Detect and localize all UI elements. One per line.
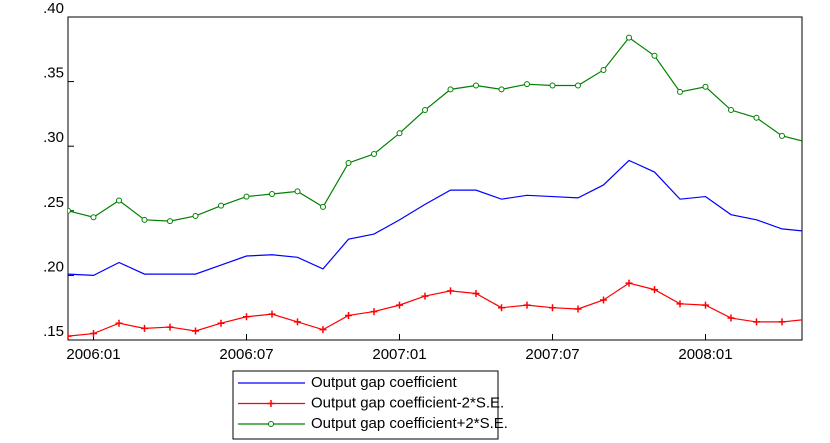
plot-frame [67, 16, 803, 341]
plus-marker [523, 301, 531, 309]
y-tick-label: .40 [43, 0, 64, 17]
plus-marker [268, 310, 276, 318]
x-tick-label: 2007:07 [525, 346, 579, 363]
plus-marker [217, 319, 225, 327]
x-tick-label: 2008:01 [678, 346, 732, 363]
legend-box [232, 370, 499, 440]
circle-marker [626, 34, 632, 41]
y-tick-label: .25 [43, 194, 64, 211]
circle-marker [68, 207, 71, 214]
plus-marker [141, 324, 148, 332]
plus-marker [370, 308, 378, 316]
plus-marker [90, 330, 97, 338]
plus-marker [651, 286, 658, 294]
circle-marker [320, 203, 326, 210]
plus-marker [778, 318, 786, 326]
plus-marker [625, 279, 633, 287]
circle-marker [243, 193, 250, 200]
circle-marker [116, 197, 122, 204]
plus-marker [192, 327, 199, 335]
y-tick-label: .20 [43, 258, 64, 275]
legend-label: Output gap coefficient+2*S.E. [311, 415, 508, 432]
plus-marker [319, 326, 327, 334]
plus-marker [115, 319, 123, 327]
plus-marker [243, 313, 250, 321]
circle-marker [167, 218, 173, 225]
circle-marker [702, 83, 709, 90]
circle-marker [268, 421, 274, 427]
circle-marker [422, 107, 428, 114]
plus-marker [676, 300, 684, 308]
plus-marker [727, 314, 735, 322]
circle-marker [90, 214, 97, 221]
plus-marker [472, 289, 480, 297]
plus-marker [549, 304, 556, 312]
circle-marker [498, 86, 505, 93]
x-tick-label: 2006:07 [219, 346, 273, 363]
y-tick-label: .15 [43, 323, 64, 340]
legend-label: Output gap coefficient [311, 374, 457, 391]
circle-marker [269, 191, 275, 198]
circle-marker [575, 82, 581, 89]
circle-marker [218, 202, 224, 209]
plus-marker [267, 400, 275, 407]
y-tick-label: .30 [43, 129, 64, 146]
plus-marker [702, 301, 709, 309]
x-tick-label: 2006:01 [66, 346, 120, 363]
circle-marker [447, 86, 454, 93]
circle-marker [600, 66, 607, 73]
circle-marker [753, 114, 760, 121]
plus-marker [345, 311, 352, 319]
circle-marker [473, 82, 479, 89]
circle-marker [294, 188, 301, 195]
x-tick-label: 2007:01 [372, 346, 426, 363]
legend-label: Output gap coefficient-2*S.E. [311, 394, 504, 411]
plus-marker [166, 323, 174, 331]
plus-marker [574, 305, 582, 313]
plot-series [68, 34, 811, 340]
circle-marker [371, 150, 377, 157]
plus-marker [498, 304, 505, 312]
series-line [68, 159, 802, 277]
plus-marker [396, 301, 403, 309]
circle-marker [192, 212, 199, 219]
circle-marker [677, 88, 683, 95]
plus-marker [804, 316, 811, 323]
plus-marker [600, 296, 607, 304]
circle-marker [345, 159, 352, 166]
plus-marker [753, 318, 760, 326]
circle-marker [549, 82, 556, 89]
circle-marker [728, 107, 734, 114]
circle-marker [805, 140, 810, 145]
circle-marker [396, 130, 403, 137]
y-tick-label: .35 [43, 65, 64, 82]
circle-marker [651, 52, 658, 59]
plus-marker [447, 287, 454, 295]
plus-marker [294, 318, 301, 326]
series-line [68, 36, 802, 222]
circle-marker [779, 132, 785, 139]
plus-marker [421, 292, 429, 300]
circle-marker [141, 216, 148, 223]
plus-marker [68, 332, 72, 340]
circle-marker [524, 81, 530, 88]
